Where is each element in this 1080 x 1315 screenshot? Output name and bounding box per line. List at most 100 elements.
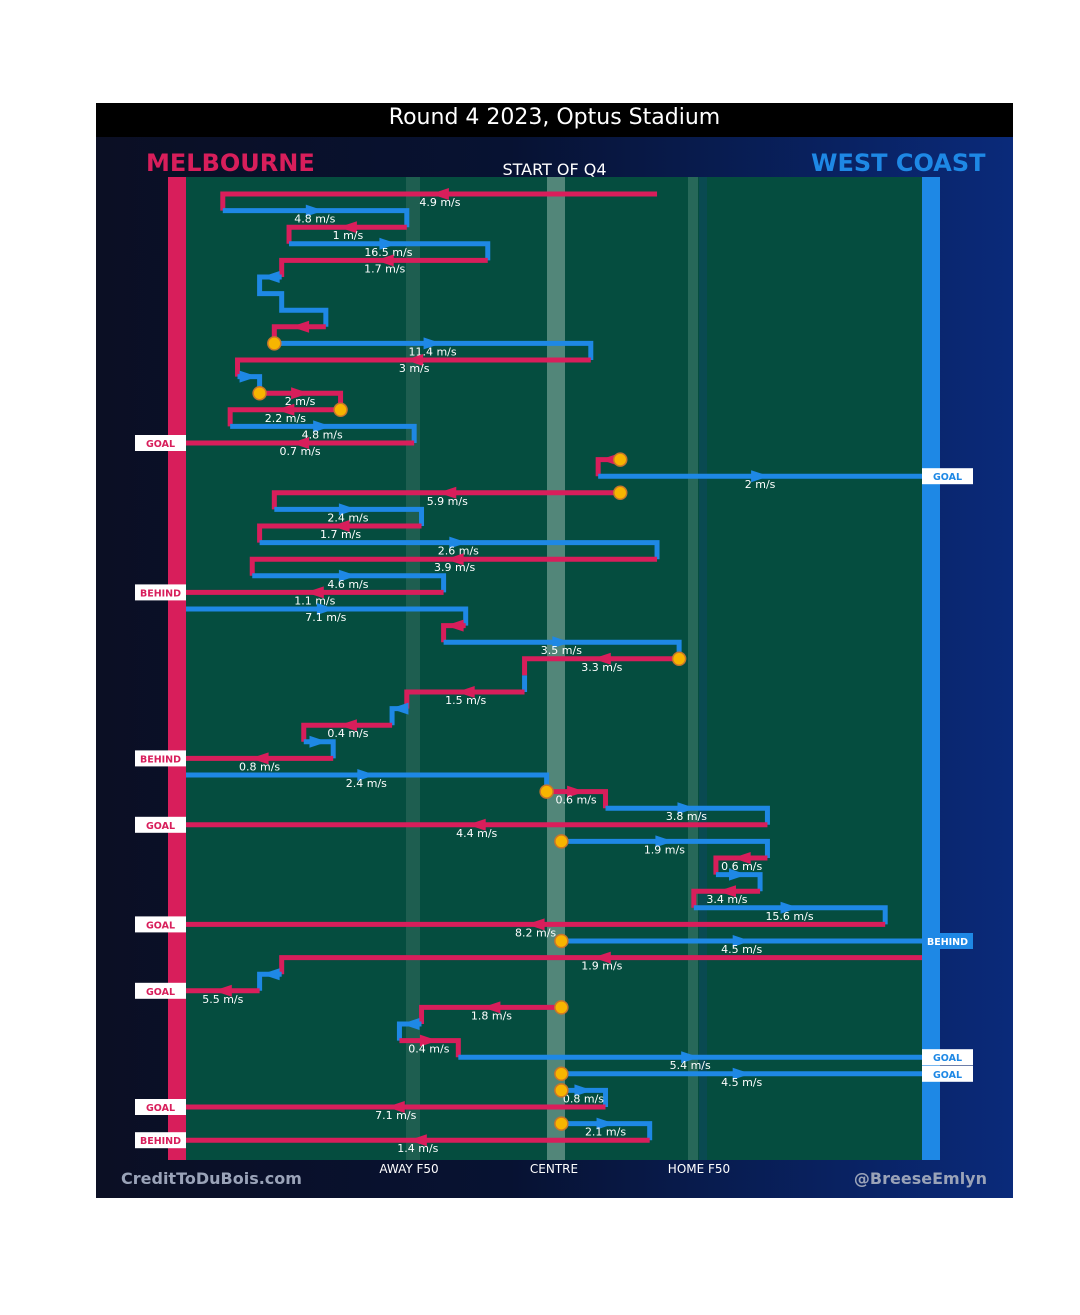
result-badge-label: BEHIND bbox=[140, 588, 181, 599]
direction-arrow bbox=[338, 221, 357, 234]
speed-label: 3.5 m/s bbox=[541, 644, 582, 657]
speed-label: 1.7 m/s bbox=[320, 528, 361, 541]
ball-up-marker bbox=[554, 933, 569, 949]
speed-label: 1.8 m/s bbox=[471, 1009, 512, 1022]
chain-segment-wce bbox=[252, 573, 447, 593]
direction-arrow bbox=[677, 802, 696, 815]
direction-arrow bbox=[423, 337, 442, 350]
direction-arrow bbox=[445, 619, 464, 632]
chain-segment-wce bbox=[230, 423, 417, 443]
speed-label: 0.4 m/s bbox=[327, 727, 368, 740]
ball-up-marker bbox=[554, 834, 569, 849]
result-badge-label: GOAL bbox=[146, 439, 175, 450]
speed-label: 1 m/s bbox=[333, 229, 364, 242]
speed-label: 0.8 m/s bbox=[239, 760, 280, 773]
speed-label: 3.9 m/s bbox=[434, 561, 475, 574]
chain-segment-mel bbox=[546, 789, 609, 809]
axis-label-centre: CENTRE bbox=[529, 1162, 579, 1176]
direction-arrow bbox=[655, 835, 674, 848]
speed-label: 0.4 m/s bbox=[408, 1043, 449, 1056]
direction-arrow bbox=[419, 1034, 438, 1047]
direction-arrow bbox=[386, 1101, 405, 1113]
result-badge-label: GOAL bbox=[933, 1053, 962, 1064]
chain-segment-mel bbox=[227, 407, 341, 427]
speed-label: 4.8 m/s bbox=[302, 428, 343, 441]
field-chart: 4.9 m/s 4.8 m/s 1 m/s16.5 m/s 1.7 m/s 11.4 m… bbox=[135, 177, 973, 1160]
speed-label: 4.5 m/s bbox=[721, 943, 762, 956]
chain-segment-wce bbox=[274, 506, 425, 526]
direction-arrow bbox=[338, 503, 357, 516]
result-badge-label: GOAL bbox=[933, 1070, 962, 1081]
direction-arrow bbox=[357, 769, 376, 781]
ball-up-marker bbox=[554, 1116, 569, 1131]
away-f50-lane bbox=[406, 177, 420, 1160]
speed-label: 4.8 m/s bbox=[294, 213, 335, 226]
direction-arrow bbox=[445, 553, 464, 566]
chain-segment-mel bbox=[399, 1038, 461, 1058]
direction-arrow bbox=[213, 984, 232, 997]
direction-arrow bbox=[596, 1117, 615, 1130]
direction-arrow bbox=[592, 951, 611, 964]
speed-label: 11.4 m/s bbox=[408, 345, 456, 358]
speed-label: 4.4 m/s bbox=[456, 827, 497, 840]
direction-arrow bbox=[305, 586, 324, 599]
chain-segment-mel bbox=[279, 257, 488, 277]
direction-arrow bbox=[526, 918, 545, 931]
speed-label: 5.4 m/s bbox=[670, 1059, 711, 1072]
direction-arrow bbox=[313, 420, 332, 433]
speed-label: 16.5 m/s bbox=[364, 246, 412, 259]
chain-segment-wce bbox=[186, 606, 469, 626]
speed-label: 1.9 m/s bbox=[644, 843, 685, 856]
ball-up-marker bbox=[267, 336, 282, 351]
direction-arrow bbox=[732, 852, 751, 864]
chain-segment-wce bbox=[693, 905, 888, 925]
chain-segment-mel bbox=[257, 523, 422, 543]
result-badge bbox=[135, 982, 186, 999]
speed-label: 3 m/s bbox=[399, 362, 430, 375]
chain-segment-mel bbox=[235, 357, 591, 377]
direction-arrow bbox=[291, 320, 310, 333]
ball-up-marker bbox=[671, 651, 687, 667]
result-badge-label: BEHIND bbox=[140, 1136, 181, 1147]
direction-arrow bbox=[456, 686, 475, 698]
result-badge bbox=[922, 1065, 973, 1082]
speed-label: 8.2 m/s bbox=[515, 926, 556, 939]
axis-label-home: HOME F50 bbox=[667, 1162, 731, 1176]
direction-arrow bbox=[780, 901, 799, 914]
centre-lane bbox=[547, 177, 565, 1160]
chain-segment-mel bbox=[691, 888, 761, 908]
speed-label: 2.6 m/s bbox=[438, 545, 479, 558]
direction-arrow bbox=[305, 204, 324, 217]
speed-label: 1.7 m/s bbox=[364, 262, 405, 275]
speed-label: 2.1 m/s bbox=[585, 1126, 626, 1139]
ball-up-marker bbox=[333, 402, 348, 418]
direction-arrow bbox=[261, 271, 280, 283]
ball-up-marker bbox=[554, 1066, 569, 1082]
chain-segment-mel bbox=[249, 556, 658, 576]
result-badge bbox=[922, 933, 973, 949]
chain-segment-wce bbox=[274, 340, 594, 360]
chain-segment-wce bbox=[222, 208, 410, 228]
direction-arrow bbox=[430, 188, 449, 200]
speed-label: 0.6 m/s bbox=[721, 860, 762, 873]
direction-arrow bbox=[482, 1001, 501, 1014]
chain-segment-wce bbox=[289, 241, 491, 261]
result-badge bbox=[135, 816, 186, 833]
speed-label: 3.3 m/s bbox=[581, 661, 622, 674]
credit-left: CreditToDuBois.com bbox=[121, 1169, 302, 1188]
chart-title: Round 4 2023, Optus Stadium bbox=[96, 103, 1013, 137]
speed-label: 3.4 m/s bbox=[706, 893, 747, 906]
direction-arrow bbox=[309, 735, 328, 748]
result-badge bbox=[135, 1099, 186, 1115]
speed-label: 3.8 m/s bbox=[666, 810, 707, 823]
speed-label: 1.9 m/s bbox=[581, 960, 622, 973]
result-badge bbox=[922, 468, 973, 485]
speed-label: 1.4 m/s bbox=[397, 1142, 438, 1155]
home-f50-shade bbox=[699, 177, 707, 1160]
result-badge bbox=[135, 584, 186, 601]
speed-label: 2.4 m/s bbox=[327, 511, 368, 524]
team-right-label: WEST COAST bbox=[811, 149, 986, 177]
speed-label: 1.1 m/s bbox=[294, 594, 335, 607]
result-badge bbox=[135, 435, 186, 451]
speed-label: 4.9 m/s bbox=[419, 196, 460, 209]
